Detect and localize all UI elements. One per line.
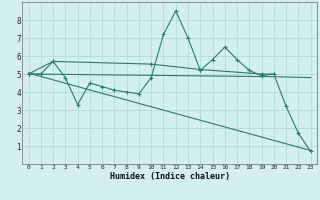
X-axis label: Humidex (Indice chaleur): Humidex (Indice chaleur) <box>110 172 230 181</box>
